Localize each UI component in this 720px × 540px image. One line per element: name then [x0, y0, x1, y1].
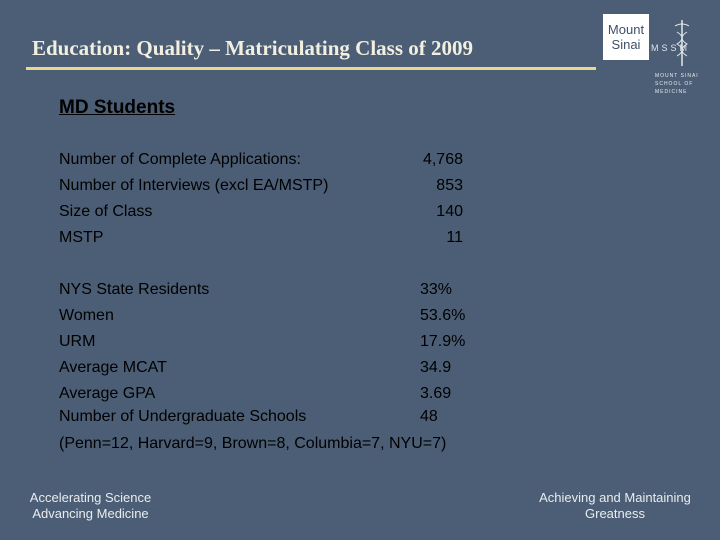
stat-label: Average GPA [59, 385, 156, 402]
stat-value: 48 [420, 408, 438, 425]
mount-sinai-logo: Mount Sinai MSSM MOUNT SINAI SCHOOL OF M… [603, 14, 703, 98]
logo-caption-3: MEDICINE [655, 89, 688, 95]
stat-label: Number of Interviews (excl EA/MSTP) [59, 177, 329, 194]
caduceus-icon [674, 20, 690, 66]
logo-caption-1: MOUNT SINAI [655, 73, 699, 79]
footer-left-line-1: Accelerating Science [29, 490, 152, 505]
logo-caption-2: SCHOOL OF [655, 81, 694, 87]
footer-tagline-left: Accelerating Science Advancing Medicine [18, 490, 163, 522]
stat-label: Average MCAT [59, 359, 167, 376]
stat-label: MSTP [59, 229, 104, 246]
logo-line-2: Sinai [611, 37, 641, 52]
logo-wordmark: Mount Sinai [603, 14, 649, 60]
logo-monogram: MSSM [651, 43, 690, 53]
logo-caption: MOUNT SINAI SCHOOL OF MEDICINE [655, 72, 707, 96]
stat-label: NYS State Residents [59, 281, 210, 298]
stat-label: Women [59, 307, 114, 324]
stat-value: 4,768 [422, 151, 463, 168]
slide-title: Education: Quality – Matriculating Class… [32, 36, 474, 60]
schools-note: (Penn=12, Harvard=9, Brown=8, Columbia=7… [59, 435, 447, 452]
logo-seal: MSSM [651, 20, 703, 66]
stat-value: 853 [436, 177, 463, 194]
footer-right-line-2: Greatness [585, 506, 645, 521]
footer-left-line-2: Advancing Medicine [32, 506, 149, 521]
title-underline [26, 67, 596, 70]
logo-line-1: Mount [607, 22, 645, 37]
footer-tagline-right: Achieving and Maintaining Greatness [525, 490, 705, 522]
stat-value: 3.69 [420, 385, 452, 402]
stat-value: 17.9% [420, 333, 466, 350]
footer-right-line-1: Achieving and Maintaining [539, 490, 691, 505]
stat-value: 34.9 [420, 359, 452, 376]
stat-label: Number of Complete Applications: [59, 151, 301, 168]
stat-value: 33% [420, 281, 453, 298]
stat-value: 11 [446, 229, 463, 246]
stat-label: Number of Undergraduate Schools [59, 408, 307, 425]
stat-label: Size of Class [59, 203, 153, 220]
section-heading: MD Students [59, 97, 176, 118]
stat-value: 140 [436, 203, 463, 220]
stat-value: 53.6% [420, 307, 466, 324]
stat-label: URM [59, 333, 96, 350]
